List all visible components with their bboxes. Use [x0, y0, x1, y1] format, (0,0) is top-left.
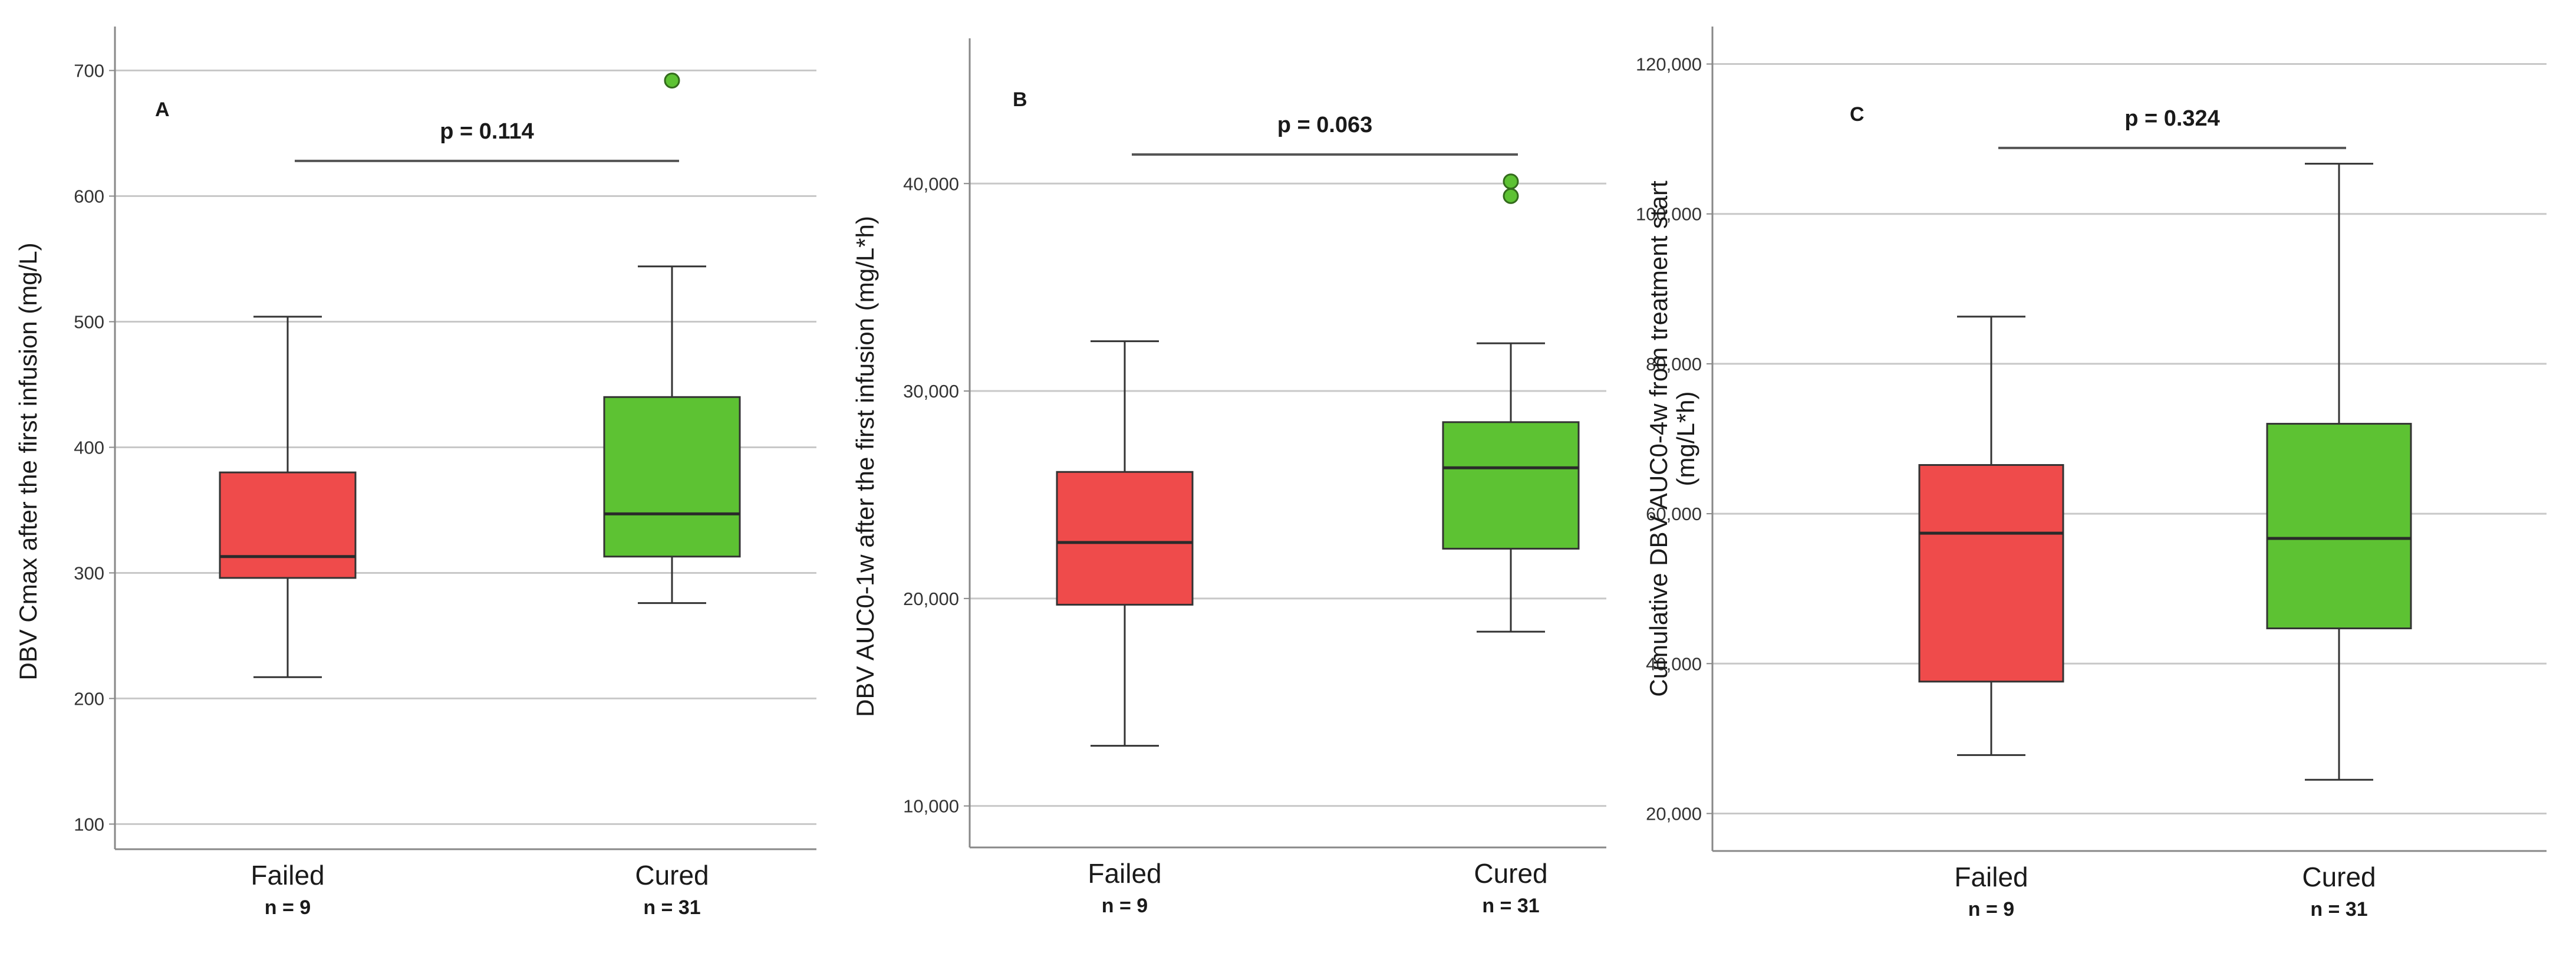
y-tick-label: 30,000	[903, 381, 959, 402]
p-value-label: p = 0.114	[440, 119, 534, 144]
y-tick-label: 60,000	[1646, 504, 1702, 524]
y-tick-label: 200	[74, 688, 104, 709]
category-label: Cured	[1474, 858, 1547, 889]
y-axis-label: DBV Cmax after the first infusion (mg/L)	[14, 242, 42, 680]
y-axis-label: Cumulative DBV AUC0-4w from treatment st…	[1645, 180, 1672, 697]
box-failed	[219, 471, 357, 579]
box-failed	[1918, 464, 2064, 683]
category-label: Cured	[635, 860, 709, 890]
y-tick-label: 40,000	[903, 173, 959, 194]
y-tick-label: 100,000	[1636, 204, 1702, 225]
y-tick-label: 300	[74, 563, 104, 583]
outlier-point	[1503, 173, 1519, 190]
box-cured	[2266, 423, 2412, 630]
p-value-label: p = 0.324	[2124, 106, 2220, 131]
box-cured	[1442, 421, 1580, 550]
n-label: n = 31	[2310, 898, 2367, 921]
category-label: Cured	[2302, 862, 2376, 892]
box-failed	[1056, 471, 1194, 606]
box-cured	[603, 396, 741, 558]
n-label: n = 31	[643, 896, 700, 919]
y-axis-label: DBV AUC0-1w after the first infusion (mg…	[851, 216, 879, 717]
n-label: n = 31	[1482, 895, 1539, 917]
outlier-point	[664, 73, 680, 89]
panel-c: 20,000 40,000 60,000 80,000 100,000 120,000 Cu…	[1636, 27, 2547, 921]
outlier-point	[1503, 188, 1519, 204]
y-tick-label: 120,000	[1636, 54, 1702, 75]
y-axis-label: (mg/L*h)	[1672, 391, 1699, 486]
panel-letter: C	[1850, 103, 1865, 126]
y-tick-label: 600	[74, 186, 104, 207]
panel-letter: A	[155, 98, 170, 121]
y-tick-label: 100	[74, 814, 104, 834]
y-tick-label: 400	[74, 437, 104, 458]
y-tick-label: 500	[74, 311, 104, 332]
y-tick-label: 20,000	[903, 589, 959, 609]
y-tick-label: 80,000	[1646, 354, 1702, 374]
y-tick-label: 40,000	[1646, 653, 1702, 674]
n-label: n = 9	[1102, 895, 1148, 917]
y-tick-label: 10,000	[903, 796, 959, 817]
p-value-label: p = 0.063	[1277, 113, 1373, 137]
panel-letter: B	[1013, 88, 1027, 111]
panel-a: 100 200 300 400 500 600 700 DBV Cmax after the …	[14, 27, 816, 919]
category-label: Failed	[1088, 858, 1161, 889]
n-label: n = 9	[265, 896, 311, 919]
category-label: Failed	[251, 860, 324, 890]
y-tick-label: 20,000	[1646, 803, 1702, 824]
n-label: n = 9	[1968, 898, 2014, 921]
panel-b: 10,000 20,000 30,000 40,000 DBV AUC0-1w afte…	[851, 38, 1606, 917]
y-tick-label: 700	[74, 61, 104, 81]
category-label: Failed	[1954, 862, 2028, 892]
